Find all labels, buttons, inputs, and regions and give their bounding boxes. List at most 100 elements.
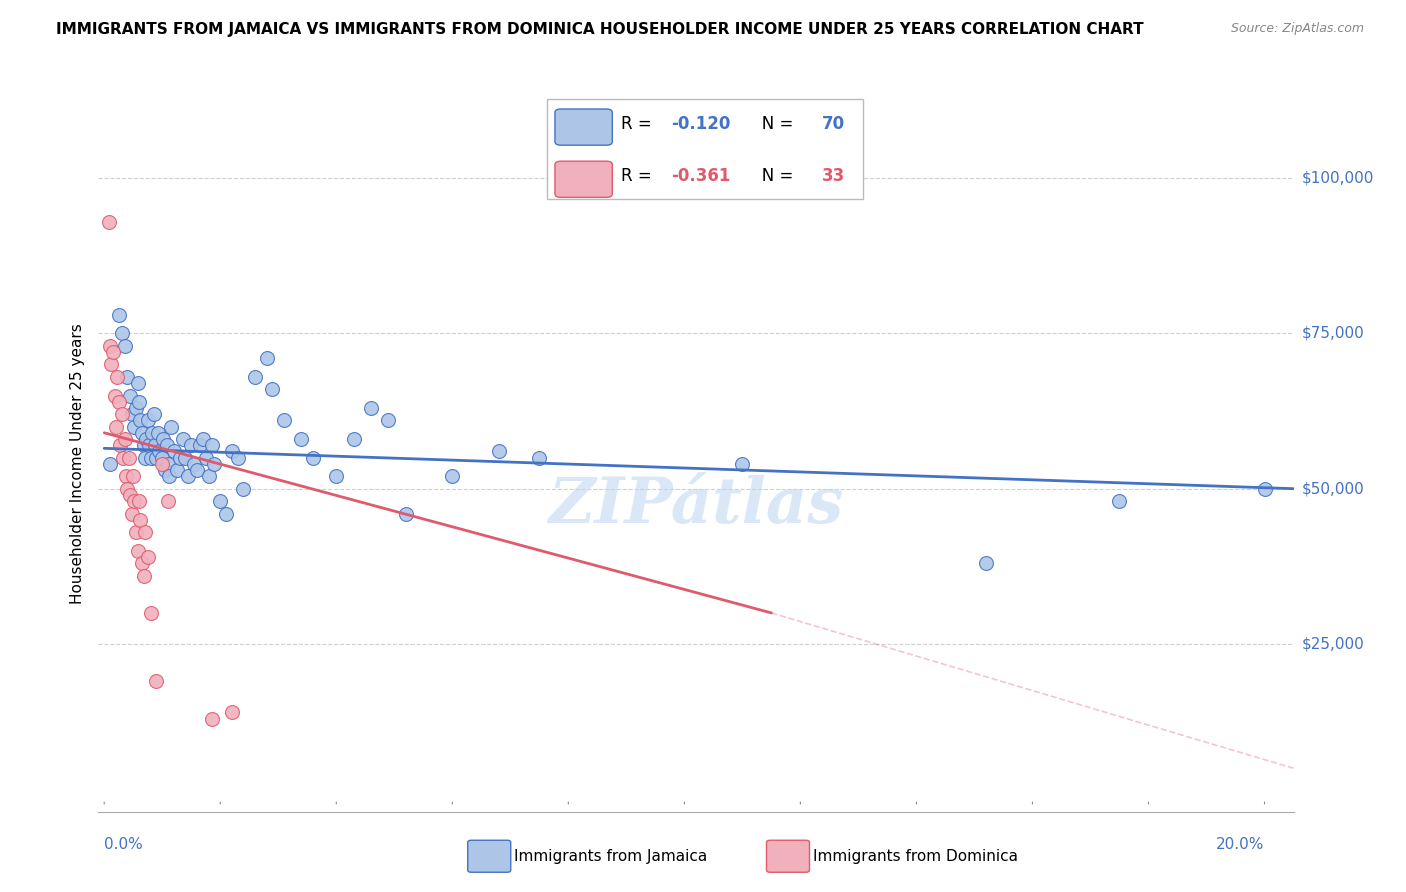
Point — [111, 326, 134, 341]
Point — [153, 463, 176, 477]
Point — [122, 469, 145, 483]
FancyBboxPatch shape — [766, 840, 810, 872]
Point — [128, 494, 150, 508]
Point — [150, 457, 173, 471]
Point — [163, 444, 186, 458]
Text: -0.361: -0.361 — [671, 167, 730, 185]
Point — [488, 444, 510, 458]
Point — [107, 394, 129, 409]
Point — [204, 457, 226, 471]
Point — [98, 457, 121, 471]
Text: ZIPátlas: ZIPátlas — [548, 475, 844, 536]
Point — [110, 438, 132, 452]
Point — [121, 407, 143, 421]
Point — [134, 450, 156, 465]
Point — [142, 407, 165, 421]
Point — [200, 712, 222, 726]
Point — [97, 214, 120, 228]
Point — [157, 494, 180, 508]
Text: R =: R = — [620, 114, 657, 133]
Text: Source: ZipAtlas.com: Source: ZipAtlas.com — [1230, 22, 1364, 36]
Point — [114, 432, 136, 446]
Point — [209, 494, 232, 508]
Point — [125, 525, 148, 540]
Point — [131, 425, 153, 440]
Point — [194, 450, 217, 465]
Point — [148, 444, 170, 458]
Point — [221, 444, 243, 458]
Point — [141, 425, 163, 440]
Point — [221, 706, 243, 720]
Point — [166, 463, 188, 477]
FancyBboxPatch shape — [468, 840, 510, 872]
Text: -0.120: -0.120 — [671, 114, 730, 133]
Point — [290, 432, 312, 446]
Point — [150, 450, 173, 465]
Point — [174, 450, 197, 465]
Point — [127, 376, 149, 390]
Point — [138, 438, 160, 452]
Text: 70: 70 — [821, 114, 845, 133]
Point — [183, 457, 205, 471]
Point — [124, 419, 146, 434]
Point — [157, 457, 180, 471]
Point — [125, 401, 148, 415]
Text: IMMIGRANTS FROM JAMAICA VS IMMIGRANTS FROM DOMINICA HOUSEHOLDER INCOME UNDER 25 : IMMIGRANTS FROM JAMAICA VS IMMIGRANTS FR… — [56, 22, 1144, 37]
Point — [136, 413, 159, 427]
Point — [325, 469, 347, 483]
Text: $25,000: $25,000 — [1302, 637, 1365, 651]
Point — [100, 358, 122, 372]
Point — [360, 401, 382, 415]
Text: Immigrants from Dominica: Immigrants from Dominica — [813, 849, 1018, 863]
Point — [152, 432, 174, 446]
Point — [177, 469, 200, 483]
Point — [262, 382, 284, 396]
Point — [377, 413, 399, 427]
Point — [145, 674, 167, 689]
Text: $100,000: $100,000 — [1302, 170, 1374, 186]
Point — [160, 419, 183, 434]
Point — [111, 407, 134, 421]
Point — [117, 482, 139, 496]
Text: $75,000: $75,000 — [1302, 326, 1365, 341]
Point — [143, 438, 166, 452]
Text: 20.0%: 20.0% — [1216, 837, 1264, 852]
Point — [115, 469, 138, 483]
Point — [156, 438, 179, 452]
Point — [273, 413, 295, 427]
Point — [200, 438, 222, 452]
Point — [157, 469, 180, 483]
Point — [127, 543, 149, 558]
Point — [111, 450, 134, 465]
Point — [197, 469, 219, 483]
Point — [226, 450, 249, 465]
Point — [117, 369, 139, 384]
Point — [105, 369, 128, 384]
FancyBboxPatch shape — [555, 109, 612, 145]
Text: Immigrants from Jamaica: Immigrants from Jamaica — [515, 849, 707, 863]
Point — [117, 450, 139, 465]
Point — [232, 482, 254, 496]
Point — [139, 450, 162, 465]
Point — [441, 469, 464, 483]
Text: 0.0%: 0.0% — [104, 837, 143, 852]
Y-axis label: Householder Income Under 25 years: Householder Income Under 25 years — [70, 324, 86, 604]
Point — [98, 339, 121, 353]
Point — [186, 463, 208, 477]
Point — [114, 339, 136, 353]
Point — [128, 394, 150, 409]
Point — [135, 432, 157, 446]
Point — [343, 432, 366, 446]
Point — [191, 432, 214, 446]
Point — [215, 507, 238, 521]
Point — [101, 345, 124, 359]
Text: R =: R = — [620, 167, 657, 185]
Point — [1253, 482, 1275, 496]
Point — [107, 308, 129, 322]
Point — [131, 556, 153, 570]
Point — [180, 438, 202, 452]
Point — [104, 388, 127, 402]
Text: $50,000: $50,000 — [1302, 481, 1365, 496]
Point — [172, 432, 194, 446]
Point — [302, 450, 325, 465]
